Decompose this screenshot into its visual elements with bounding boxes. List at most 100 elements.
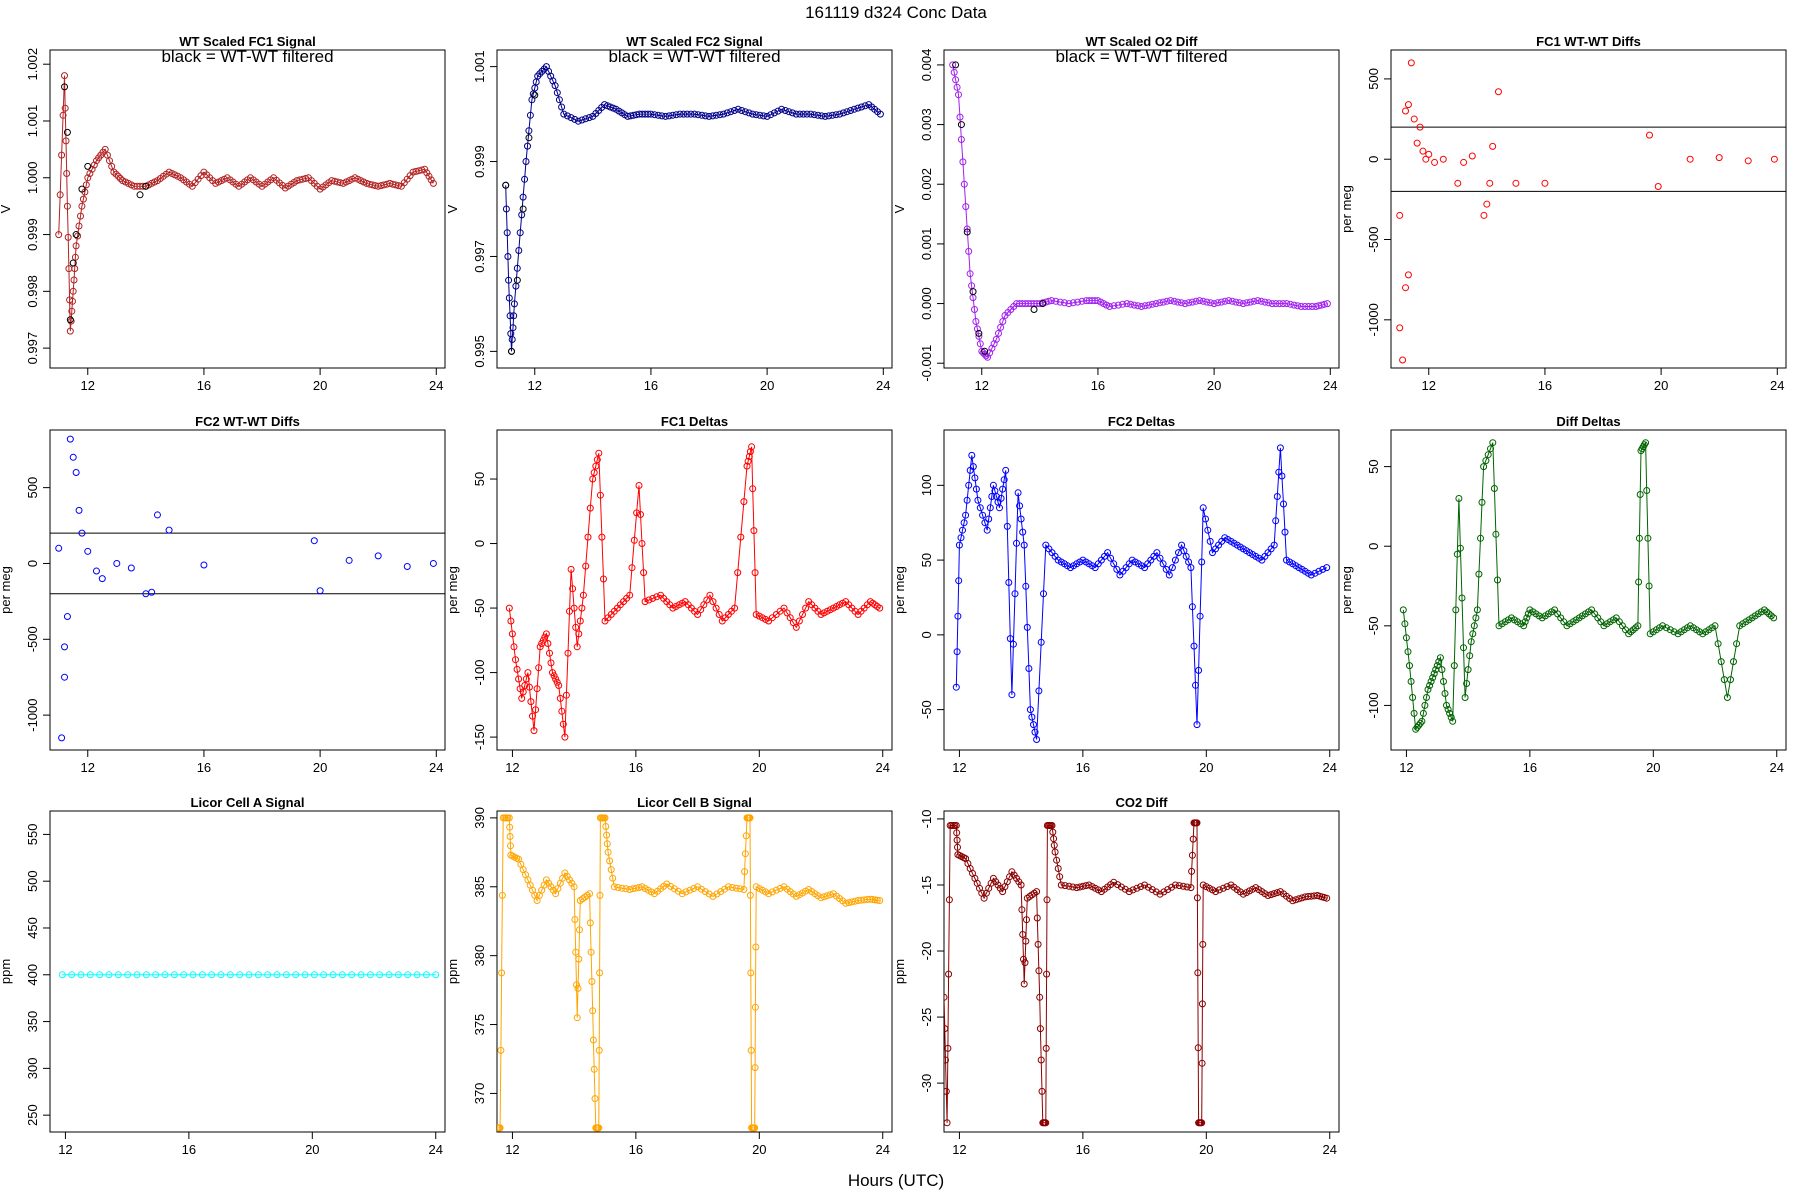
scatter-point (55, 544, 63, 552)
plot-frame (943, 429, 1340, 751)
series-point (1276, 444, 1284, 452)
scatter-point (1402, 284, 1410, 292)
series-point (1723, 694, 1731, 701)
y-axis-label: per meg (1339, 566, 1354, 614)
panel-title: WT Scaled O2 Diff (1086, 34, 1199, 49)
y-tick-label: -25 (919, 1008, 934, 1027)
series-point (1156, 554, 1164, 562)
series-point (863, 896, 871, 903)
series-point (518, 694, 526, 702)
scatter-point (1419, 147, 1427, 155)
series-point (954, 843, 961, 851)
series-point (644, 110, 652, 118)
x-tick-label: 12 (952, 760, 966, 775)
series-point (686, 886, 694, 894)
series-point (189, 971, 197, 979)
series-point (1666, 626, 1674, 634)
series-point (640, 569, 648, 577)
series-point (683, 110, 691, 118)
series-point (530, 727, 538, 735)
series-point (955, 577, 963, 585)
series-point (705, 112, 713, 120)
series-point (741, 850, 749, 858)
series-point (1219, 884, 1227, 892)
series-point (953, 829, 961, 837)
series-point (522, 158, 530, 165)
series-point (734, 569, 742, 577)
series-point (1286, 300, 1294, 308)
y-tick-label: -150 (472, 724, 487, 750)
series-point (604, 848, 612, 856)
series-point (618, 884, 626, 892)
series-line (944, 822, 1327, 1124)
y-tick-label: -15 (919, 876, 934, 895)
series-point (82, 181, 90, 189)
x-tick-label: 20 (752, 760, 766, 775)
series-point (1056, 873, 1064, 881)
plot-area (50, 435, 445, 742)
series-point (236, 971, 244, 979)
series-point (765, 890, 773, 898)
series-point (999, 485, 1007, 493)
scatter-point (1460, 158, 1468, 166)
series-point (740, 498, 748, 506)
series-point (603, 831, 611, 839)
y-tick-label: -50 (1366, 616, 1381, 635)
series-point (1662, 624, 1670, 632)
y-axis-label: per meg (445, 566, 460, 614)
x-tick-label: 12 (1399, 760, 1413, 775)
series-point (705, 890, 713, 898)
series-point (1469, 630, 1477, 638)
series-point (61, 72, 68, 80)
series-point (423, 169, 431, 177)
y-tick-label: 385 (472, 876, 487, 898)
panel-p8: Diff Deltas per meg 12 16 20 24 -100 -50 0 50 (1339, 414, 1787, 775)
series-point (542, 630, 550, 638)
series-point (795, 617, 803, 625)
y-tick-label: -10 (919, 810, 934, 829)
series-point (1477, 534, 1484, 542)
series-point (1446, 709, 1454, 717)
series-point (505, 604, 513, 612)
filtered-point (61, 83, 69, 91)
series-point (944, 1044, 952, 1052)
series-point (1037, 638, 1045, 646)
series-point (1035, 687, 1043, 695)
series-point (1069, 299, 1077, 307)
series-point (995, 329, 1002, 337)
series-point (1002, 466, 1010, 474)
series-point (62, 137, 70, 145)
series-point (952, 822, 960, 829)
series-point (180, 971, 188, 979)
x-tick-label: 16 (1523, 760, 1537, 775)
series-point (1635, 534, 1643, 542)
y-tick-label: 300 (25, 1058, 40, 1080)
series-point (609, 874, 617, 882)
series-point (959, 526, 966, 534)
series-point (1270, 541, 1278, 549)
series-point (575, 955, 583, 963)
y-tick-label: -1000 (25, 698, 40, 731)
series-point (536, 70, 544, 78)
series-point (1212, 888, 1220, 896)
series-point (1455, 495, 1463, 502)
series-point (1407, 678, 1415, 685)
series-point (1005, 579, 1013, 586)
series-point (1180, 547, 1188, 555)
series-point (1460, 644, 1467, 652)
series-point (1175, 882, 1183, 890)
x-tick-label: 24 (1323, 760, 1337, 775)
series-point (1279, 300, 1287, 308)
series-point (1423, 694, 1430, 701)
series-point (532, 706, 540, 714)
series-point (64, 233, 72, 241)
series-point (114, 172, 122, 180)
series-point (1110, 878, 1118, 886)
series-point (745, 453, 753, 460)
series-point (1171, 881, 1179, 889)
series-point (750, 527, 758, 535)
series-point (1183, 883, 1191, 891)
series-point (723, 109, 731, 117)
plot-frame (496, 429, 893, 751)
series-point (1171, 556, 1179, 564)
